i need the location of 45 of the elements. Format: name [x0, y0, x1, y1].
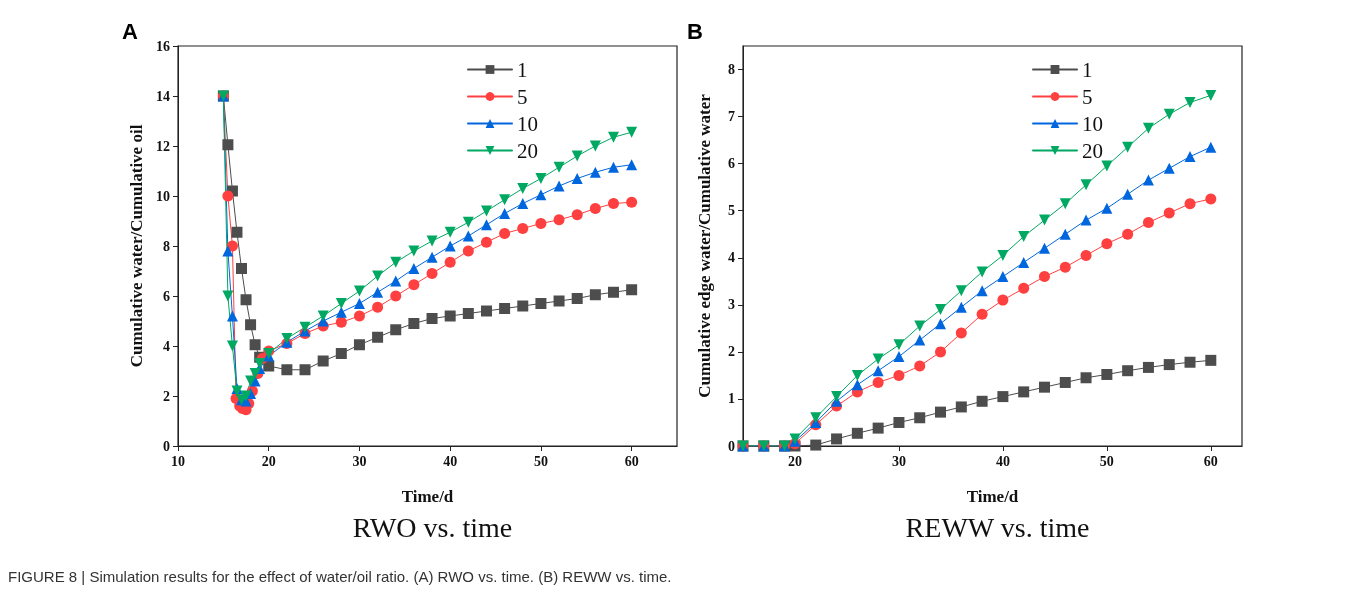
y-tick-label: 3: [728, 297, 735, 313]
y-tick-label: 5: [728, 203, 735, 219]
text: RWO vs. time: [352, 511, 513, 543]
y-axis-title: Cumulative water/Cumulative oil: [127, 124, 147, 368]
legend-label: 5: [517, 84, 528, 109]
text: REWW vs. time: [905, 511, 1090, 543]
y-tick-label: 2: [163, 388, 170, 404]
x-tick-label: 40: [995, 453, 1010, 469]
x-tick-label: 20: [787, 453, 802, 469]
legend-label: 1: [517, 57, 528, 82]
y-tick-label: 4: [163, 338, 170, 354]
x-tick-label: 50: [1099, 453, 1114, 469]
legend-label: 1: [1082, 57, 1093, 82]
legend-label: 5: [1082, 84, 1093, 109]
text: A: [122, 18, 138, 44]
legend-label: 10: [517, 111, 538, 136]
x-axis-title: Time/d: [966, 487, 1019, 506]
caption: FIGURE 8 | Simulation results for the effect of water/oil ratio. (A) RWO vs. time. (B) REWW vs. time.: [8, 568, 672, 585]
x-tick-label: 40: [443, 453, 458, 469]
y-tick-label: 7: [728, 109, 735, 125]
y-tick-label: 0: [728, 438, 735, 454]
legend-label: 20: [517, 138, 538, 163]
x-tick-label: 20: [261, 453, 276, 469]
y-tick-label: 8: [728, 62, 735, 78]
y-axis-title: Cumulative edge water/Cumulative water: [695, 93, 714, 398]
x-tick-label: 30: [352, 453, 367, 469]
x-tick-label: 60: [1203, 453, 1218, 469]
text: B: [687, 18, 703, 44]
y-tick-label: 10: [156, 188, 170, 204]
y-tick-label: 4: [728, 250, 735, 266]
x-axis-title: Time/d: [401, 487, 454, 506]
y-tick-label: 8: [163, 238, 170, 254]
x-tick-label: 60: [624, 453, 639, 469]
x-tick-label: 50: [533, 453, 548, 469]
x-tick-label: 30: [891, 453, 906, 469]
legend-label: 10: [1082, 111, 1103, 136]
y-tick-label: 1: [728, 391, 735, 407]
y-tick-label: 6: [728, 156, 735, 172]
y-tick-label: 2: [728, 344, 735, 360]
y-tick-label: 16: [156, 38, 170, 54]
legend-label: 20: [1082, 138, 1103, 163]
y-tick-label: 14: [156, 88, 170, 104]
y-tick-label: 0: [163, 438, 170, 454]
y-tick-label: 6: [163, 288, 170, 304]
y-tick-label: 12: [156, 138, 170, 154]
